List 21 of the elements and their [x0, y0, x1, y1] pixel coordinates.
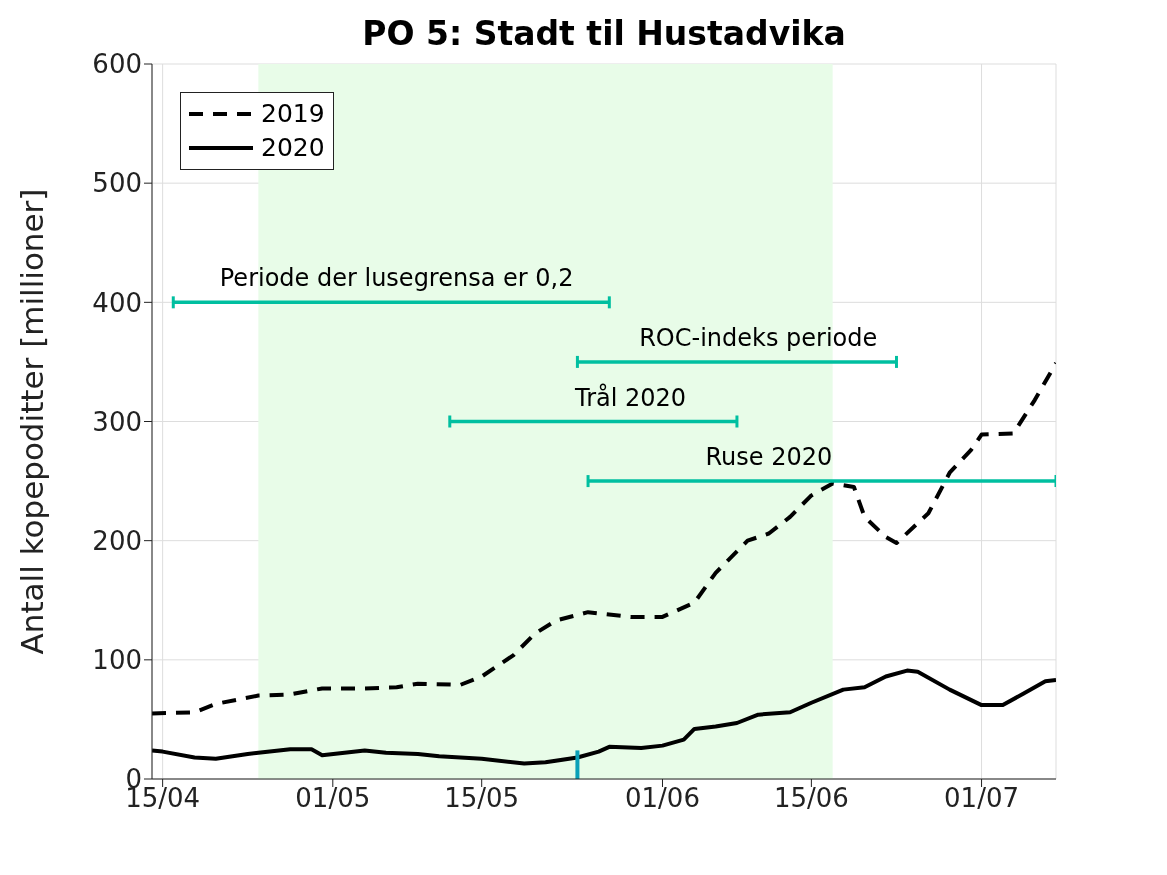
- y-tick-label: 500: [92, 168, 142, 199]
- line-series: [152, 668, 1056, 766]
- y-tick-label: 400: [92, 287, 142, 318]
- annotation: Periode der lusegrensa er 0,2: [219, 264, 574, 293]
- x-tick-label: 01/05: [295, 783, 371, 814]
- x-tick-label: 01/06: [625, 783, 700, 814]
- chart-title: PO 5: Stadt til Hustadvika: [361, 14, 847, 53]
- y-tick-label: 100: [92, 645, 142, 676]
- x-tick-label: 15/05: [444, 783, 520, 814]
- x-tick-label: 01/07: [944, 783, 1020, 814]
- x-tick-label: 15/06: [773, 783, 849, 814]
- annotation: Trål 2020: [574, 382, 687, 412]
- legend-label: 2019: [261, 98, 325, 130]
- y-tick-label: 200: [92, 525, 142, 556]
- y-tick-label: 300: [92, 406, 142, 437]
- y-tick-label: 600: [92, 49, 142, 80]
- annotation: ROC-indeks periode: [639, 323, 878, 352]
- legend-label: 2020: [261, 132, 325, 164]
- line-series: [152, 361, 1056, 716]
- annotation: Ruse 2020: [705, 443, 833, 472]
- y-axis-title: Antall kopepoditter [millioner]: [14, 188, 51, 655]
